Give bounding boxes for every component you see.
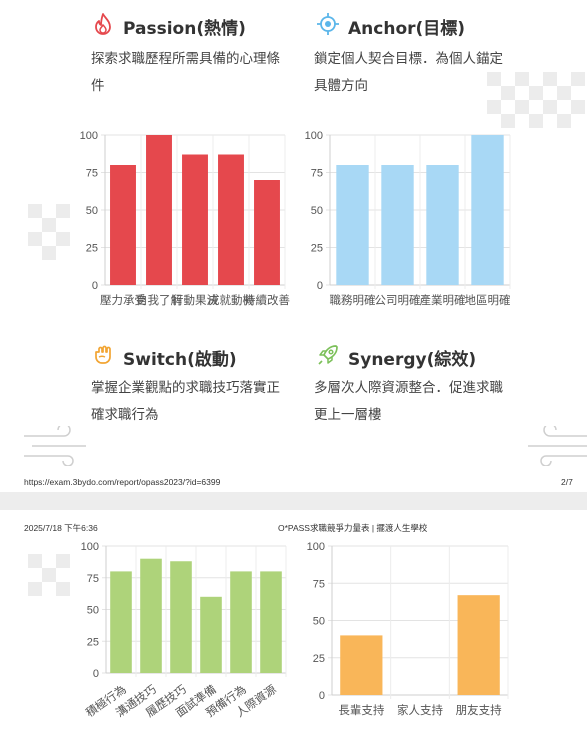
synergy-title: Synergy(綜效) bbox=[348, 350, 477, 370]
page-separator bbox=[0, 492, 587, 510]
synergy-chart-bar bbox=[340, 635, 383, 695]
switch-chart-bar bbox=[260, 571, 282, 673]
synergy-chart-ytick-label: 75 bbox=[313, 578, 325, 590]
passion-chart-ytick-label: 0 bbox=[92, 280, 98, 292]
switch-chart-ytick-label: 75 bbox=[87, 573, 99, 585]
switch-chart-ytick-label: 0 bbox=[93, 668, 99, 680]
passion-chart-bar bbox=[218, 154, 244, 285]
passion-title: Passion(熱情) bbox=[123, 19, 246, 39]
switch-chart-bar bbox=[230, 571, 252, 673]
anchor-chart-ytick-label: 75 bbox=[311, 168, 323, 180]
passion-chart-ytick-label: 100 bbox=[80, 130, 98, 142]
checker-decoration-right bbox=[487, 72, 587, 132]
anchor-chart-ytick-label: 0 bbox=[317, 280, 323, 292]
switch-title: Switch(啟動) bbox=[123, 350, 237, 370]
anchor-chart-bar bbox=[426, 165, 459, 285]
passion-chart-xtick-label: 行動果決 bbox=[172, 293, 218, 307]
switch-chart-ytick-label: 50 bbox=[87, 605, 99, 617]
target-icon bbox=[317, 13, 339, 35]
passion-chart-bar bbox=[146, 135, 172, 285]
cloud-decoration-left bbox=[24, 426, 86, 466]
anchor-chart-ytick-label: 25 bbox=[311, 243, 323, 255]
anchor-chart-xtick-label: 公司明確 bbox=[375, 293, 421, 307]
rocket-icon bbox=[318, 345, 338, 365]
passion-chart-ytick-label: 75 bbox=[86, 168, 98, 180]
fist-icon bbox=[95, 345, 111, 364]
switch-chart-bar bbox=[140, 558, 162, 673]
synergy-chart-ytick-label: 0 bbox=[319, 690, 325, 702]
synergy-chart-bar bbox=[457, 595, 500, 695]
passion-chart-xtick-label: 壓力承受 bbox=[100, 294, 146, 307]
anchor-chart-bar bbox=[381, 165, 414, 285]
passion-chart-xtick-label: 成就動機 bbox=[208, 293, 254, 307]
anchor-chart-bar bbox=[471, 135, 504, 285]
switch-chart-bar bbox=[170, 561, 192, 673]
synergy-chart-ytick-label: 25 bbox=[313, 653, 325, 665]
switch-chart-bar bbox=[200, 596, 222, 673]
passion-chart-xtick-label: 自我了解 bbox=[136, 293, 182, 307]
passion-chart-xtick-label: 持續改善 bbox=[244, 293, 290, 307]
flame-icon bbox=[95, 13, 111, 35]
page-number: 2/7 bbox=[561, 477, 573, 487]
page-url: https://exam.3bydo.com/report/opass2023/… bbox=[24, 477, 221, 487]
synergy-chart-ytick-label: 50 bbox=[313, 616, 325, 628]
synergy-chart-xtick-label: 朋友支持 bbox=[456, 703, 502, 717]
passion-chart-bar bbox=[254, 180, 280, 285]
print-datetime: 2025/7/18 下午6:36 bbox=[24, 523, 98, 533]
anchor-chart-bar bbox=[336, 165, 369, 285]
passion-chart-ytick-label: 25 bbox=[86, 243, 98, 255]
synergy-description: 多層次人際資源整合．促進求職 更上一層樓 bbox=[314, 380, 503, 423]
synergy-chart-xtick-label: 家人支持 bbox=[397, 703, 443, 717]
anchor-chart-xtick-label: 地區明確 bbox=[465, 293, 511, 307]
passion-description: 探索求職歷程所需具備的心理條 件 bbox=[91, 51, 280, 94]
synergy-chart-ytick-label: 100 bbox=[307, 541, 325, 553]
synergy-chart-xtick-label: 長輩支持 bbox=[338, 703, 384, 717]
passion-chart-bar bbox=[182, 154, 208, 285]
cloud-decoration-right bbox=[528, 426, 587, 466]
checker-decoration-left-2 bbox=[28, 554, 70, 596]
switch-chart-ytick-label: 100 bbox=[81, 541, 99, 553]
anchor-chart-xtick-label: 職務明確 bbox=[330, 293, 376, 307]
passion-chart-ytick-label: 50 bbox=[86, 205, 98, 217]
anchor-chart-xtick-label: 產業明確 bbox=[420, 293, 466, 307]
anchor-description: 鎖定個人契合目標．為個人錨定 具體方向 bbox=[314, 51, 503, 94]
switch-chart-bar bbox=[110, 571, 132, 673]
checker-decoration-left bbox=[28, 204, 70, 260]
print-site-title: O*PASS求職競爭力量表 | 擺渡人生學校 bbox=[278, 523, 428, 533]
switch-chart-ytick-label: 25 bbox=[87, 636, 99, 648]
anchor-chart-ytick-label: 50 bbox=[311, 205, 323, 217]
anchor-title: Anchor(目標) bbox=[348, 19, 466, 39]
anchor-chart-ytick-label: 100 bbox=[305, 130, 323, 142]
switch-description: 掌握企業觀點的求職技巧落實正 確求職行為 bbox=[91, 380, 280, 423]
passion-chart-bar bbox=[110, 165, 136, 285]
